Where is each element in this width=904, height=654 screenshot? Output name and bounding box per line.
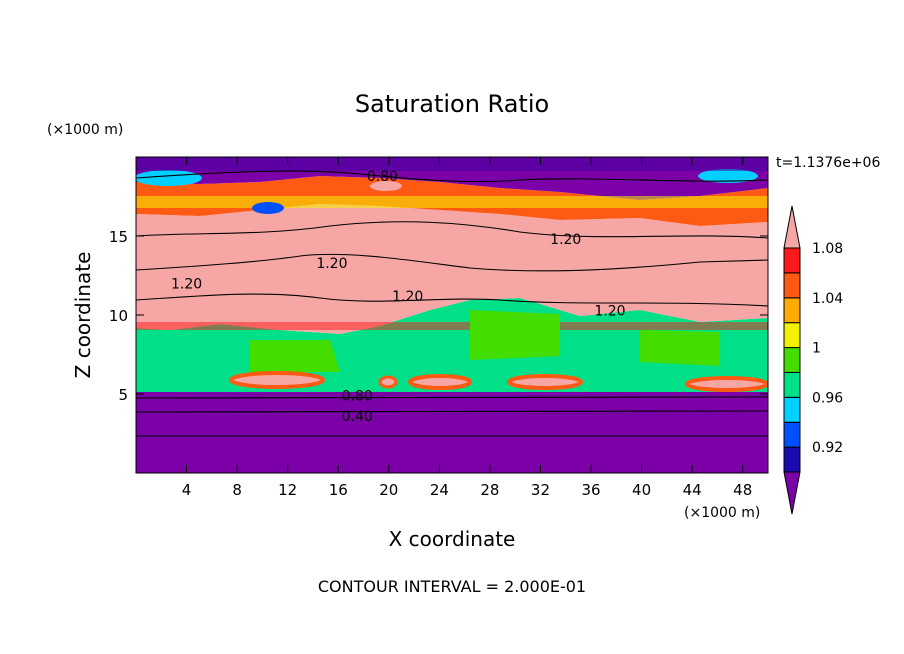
y-axis-label: Z coordinate <box>71 252 95 379</box>
x-tick-label: 48 <box>733 481 752 499</box>
colorbar-tick-label: 0.96 <box>812 390 843 406</box>
contour-label: 1.20 <box>594 303 625 319</box>
x-tick-label: 16 <box>329 481 348 499</box>
contour-label: 1.20 <box>550 232 581 248</box>
x-tick-label: 12 <box>278 481 297 499</box>
contour-interval-note: CONTOUR INTERVAL = 2.000E-01 <box>318 577 586 596</box>
field-cyan-patch <box>136 170 202 186</box>
colorbar-segment <box>783 396 801 423</box>
y-axis-ticks: 5 10 15 <box>109 228 768 404</box>
x-unit-label: (×1000 m) <box>684 505 760 521</box>
contour-line <box>136 293 768 307</box>
field-blue-patch <box>252 202 284 214</box>
field-lens-feature <box>378 375 398 389</box>
field-lens-feature <box>507 374 583 390</box>
contour-label: 1.20 <box>392 289 423 305</box>
contour-label: 1.20 <box>316 256 347 272</box>
colorbar-extension-low <box>783 471 801 515</box>
colorbar-tick-label: 1 <box>812 341 821 357</box>
colorbar-segment <box>783 322 801 349</box>
colorbar-extension-high <box>783 205 801 249</box>
contour-line <box>136 396 768 399</box>
y-tick-label: 15 <box>109 228 128 246</box>
contour-line <box>136 253 768 272</box>
y-tick-label: 5 <box>118 386 128 404</box>
colorbar-segment <box>783 421 801 448</box>
contour-line <box>136 410 768 413</box>
contour-label: 0.40 <box>342 409 373 425</box>
colorbar-segment <box>783 297 801 324</box>
field-lower-dry-layer <box>136 392 768 473</box>
field-tropopause-streak <box>136 196 768 208</box>
x-axis-ticks: 4 8 12 16 20 24 28 32 36 40 44 48 <box>182 157 752 499</box>
x-tick-label: 32 <box>531 481 550 499</box>
x-tick-label: 8 <box>232 481 242 499</box>
field-pink-patch <box>370 181 402 191</box>
field-green-patch <box>250 340 340 372</box>
contour-line <box>136 435 768 437</box>
x-tick-label: 40 <box>632 481 651 499</box>
field-lens-feature <box>408 374 472 390</box>
field-lens-feature <box>229 371 325 389</box>
colorbar: 1.08 1.04 1 0.96 0.92 <box>783 205 843 515</box>
contour-line <box>136 221 768 239</box>
x-axis-label: X coordinate <box>389 527 516 551</box>
colorbar-segment <box>783 272 801 299</box>
y-unit-label: (×1000 m) <box>47 122 123 138</box>
contour-label: 1.20 <box>171 276 202 292</box>
contour-labels: 0.80 1.20 1.20 1.20 1.20 1.20 0.80 0.40 <box>171 169 626 425</box>
colorbar-segment <box>783 347 801 373</box>
field-lens-feature <box>685 376 768 392</box>
x-tick-label: 36 <box>581 481 600 499</box>
colorbar-segment <box>783 446 801 473</box>
colorbar-segment <box>783 371 801 398</box>
chart-title: Saturation Ratio <box>355 90 549 118</box>
field-cyan-patch <box>698 169 758 183</box>
x-tick-label: 24 <box>430 481 449 499</box>
colorbar-tick-label: 1.04 <box>812 291 843 307</box>
contour-line <box>136 170 768 183</box>
field-green-patch <box>640 330 720 366</box>
field-upper-shading <box>136 157 768 171</box>
x-tick-label: 28 <box>480 481 499 499</box>
field-green-patch <box>470 310 560 360</box>
saturation-field <box>136 157 768 473</box>
contour-label: 0.80 <box>342 389 373 405</box>
colorbar-segment <box>783 247 801 274</box>
field-cloud-edge <box>136 322 768 330</box>
y-tick-label: 10 <box>109 307 128 325</box>
contour-label: 0.80 <box>367 169 398 185</box>
x-tick-label: 20 <box>379 481 398 499</box>
x-tick-label: 44 <box>683 481 702 499</box>
colorbar-tick-label: 0.92 <box>812 440 843 456</box>
colorbar-tick-label: 1.08 <box>812 241 843 257</box>
time-label: t=1.1376e+06 <box>776 155 880 171</box>
x-tick-label: 4 <box>182 481 192 499</box>
